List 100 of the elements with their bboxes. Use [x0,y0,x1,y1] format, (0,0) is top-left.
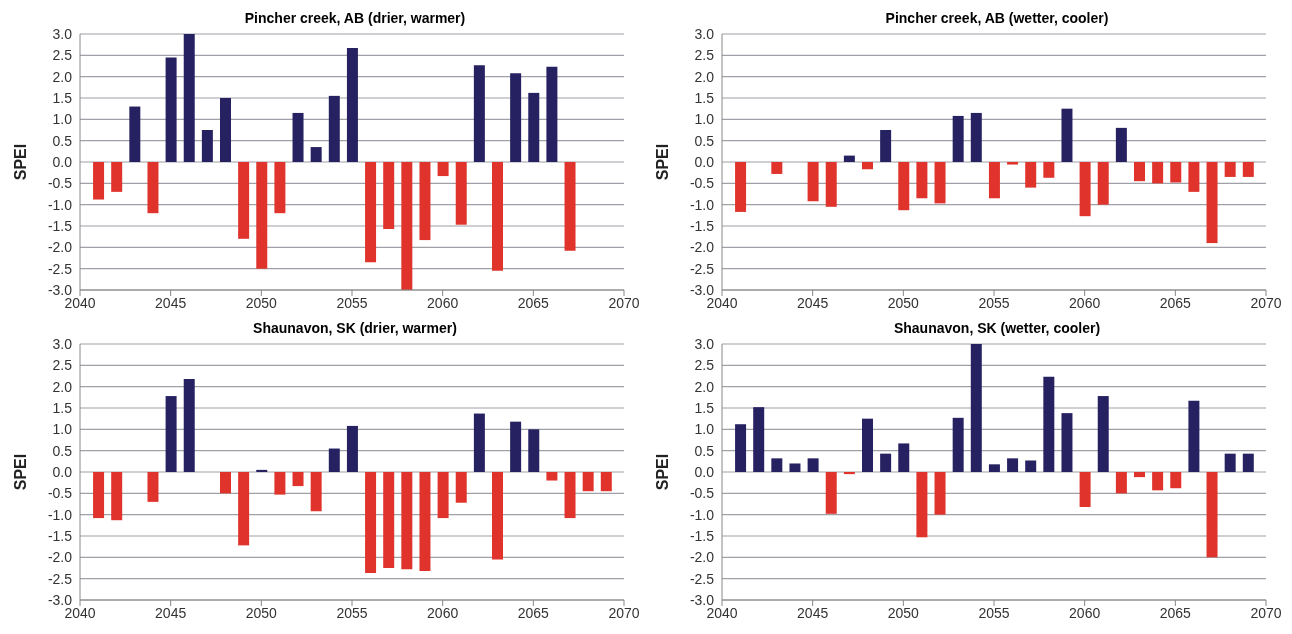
bar [1079,472,1091,507]
y-tick-label: 1.5 [52,399,73,416]
bar [771,162,783,174]
x-tick-label: 2045 [797,604,829,621]
bar [880,130,892,162]
x-tick-label: 2065 [517,604,550,621]
y-tick-label: -2.0 [689,549,715,566]
bar [292,112,304,162]
bar [401,162,413,290]
y-tick-label: 1.5 [52,89,73,106]
bar [582,472,594,492]
bar [473,65,485,162]
bar [419,162,431,241]
bar [1188,162,1200,192]
bar [147,162,159,214]
y-tick-label: -1.5 [47,527,73,544]
bar [880,453,892,472]
bar [111,472,123,521]
x-tick-label: 2055 [336,294,368,311]
bar [346,425,358,472]
y-tick-label: -1.5 [689,527,715,544]
y-tick-label: -2.5 [47,260,73,277]
y-tick-label: -2.5 [47,570,73,587]
bar [183,34,195,162]
bar [1097,162,1109,205]
bar [970,344,982,472]
bar [1097,396,1109,472]
bar [789,463,801,472]
x-tick-label: 2070 [1250,294,1282,311]
y-axis-title: SPEI [653,453,671,491]
bar [256,469,268,472]
bar [437,162,449,177]
bar [455,162,467,225]
bar [546,472,558,481]
bar [1170,472,1182,489]
bar [419,472,431,571]
bar [988,464,1000,472]
y-tick-label: 2.0 [52,68,73,85]
bar [1079,162,1091,217]
bar [220,472,231,494]
bar [310,472,322,512]
x-tick-label: 2045 [155,294,187,311]
bar [238,162,250,239]
bar [564,472,576,519]
y-tick-label: 0.5 [694,132,715,149]
bar [916,162,928,199]
y-tick-label: 2.5 [694,47,715,64]
bar [1152,472,1164,491]
y-tick-label: 0.0 [52,153,73,170]
bar [1025,162,1037,188]
bar [1007,162,1019,165]
bar [934,162,946,204]
y-tick-label: 1.5 [694,89,715,106]
bar [201,130,213,162]
bar [1025,460,1037,472]
bar [274,472,286,495]
x-tick-label: 2065 [1159,604,1192,621]
y-tick-label: 0.5 [52,442,73,459]
y-tick-label: 1.0 [694,421,715,438]
bar [365,162,377,263]
bar [165,57,177,162]
y-tick-label: 0.0 [52,463,73,480]
y-tick-label: -0.5 [689,175,715,192]
bar [328,448,340,472]
bar [165,396,177,472]
bar [528,92,540,162]
y-tick-label: -1.0 [689,196,715,213]
bar [807,162,819,202]
bar [310,147,322,162]
y-tick-label: 0.0 [694,153,715,170]
x-tick-label: 2045 [797,294,829,311]
bar [383,162,395,229]
y-tick-label: -1.0 [689,506,715,523]
bar [934,472,946,515]
bar [1061,108,1073,162]
y-tick-label: -1.0 [47,196,73,213]
bar [455,472,467,503]
y-tick-label: 3.0 [694,335,715,352]
y-tick-label: -2.0 [47,549,73,566]
bar [1170,162,1182,183]
y-tick-label: 2.0 [52,378,73,395]
x-tick-label: 2065 [517,294,550,311]
bar [328,95,340,162]
x-tick-label: 2050 [245,604,278,621]
bar [147,472,159,502]
y-tick-label: -2.0 [689,239,715,256]
bar [952,417,964,472]
x-tick-label: 2045 [155,604,187,621]
bar [1242,453,1254,472]
bar [1061,413,1073,472]
bar [528,429,540,472]
y-tick-label: 0.5 [694,442,715,459]
bar [843,155,855,162]
y-tick-label: 2.5 [694,357,715,374]
bar [93,162,105,200]
bar [1224,162,1236,177]
x-tick-label: 2070 [1250,604,1282,621]
bar [383,472,395,568]
bar [401,472,413,570]
y-tick-label: 0.5 [52,132,73,149]
